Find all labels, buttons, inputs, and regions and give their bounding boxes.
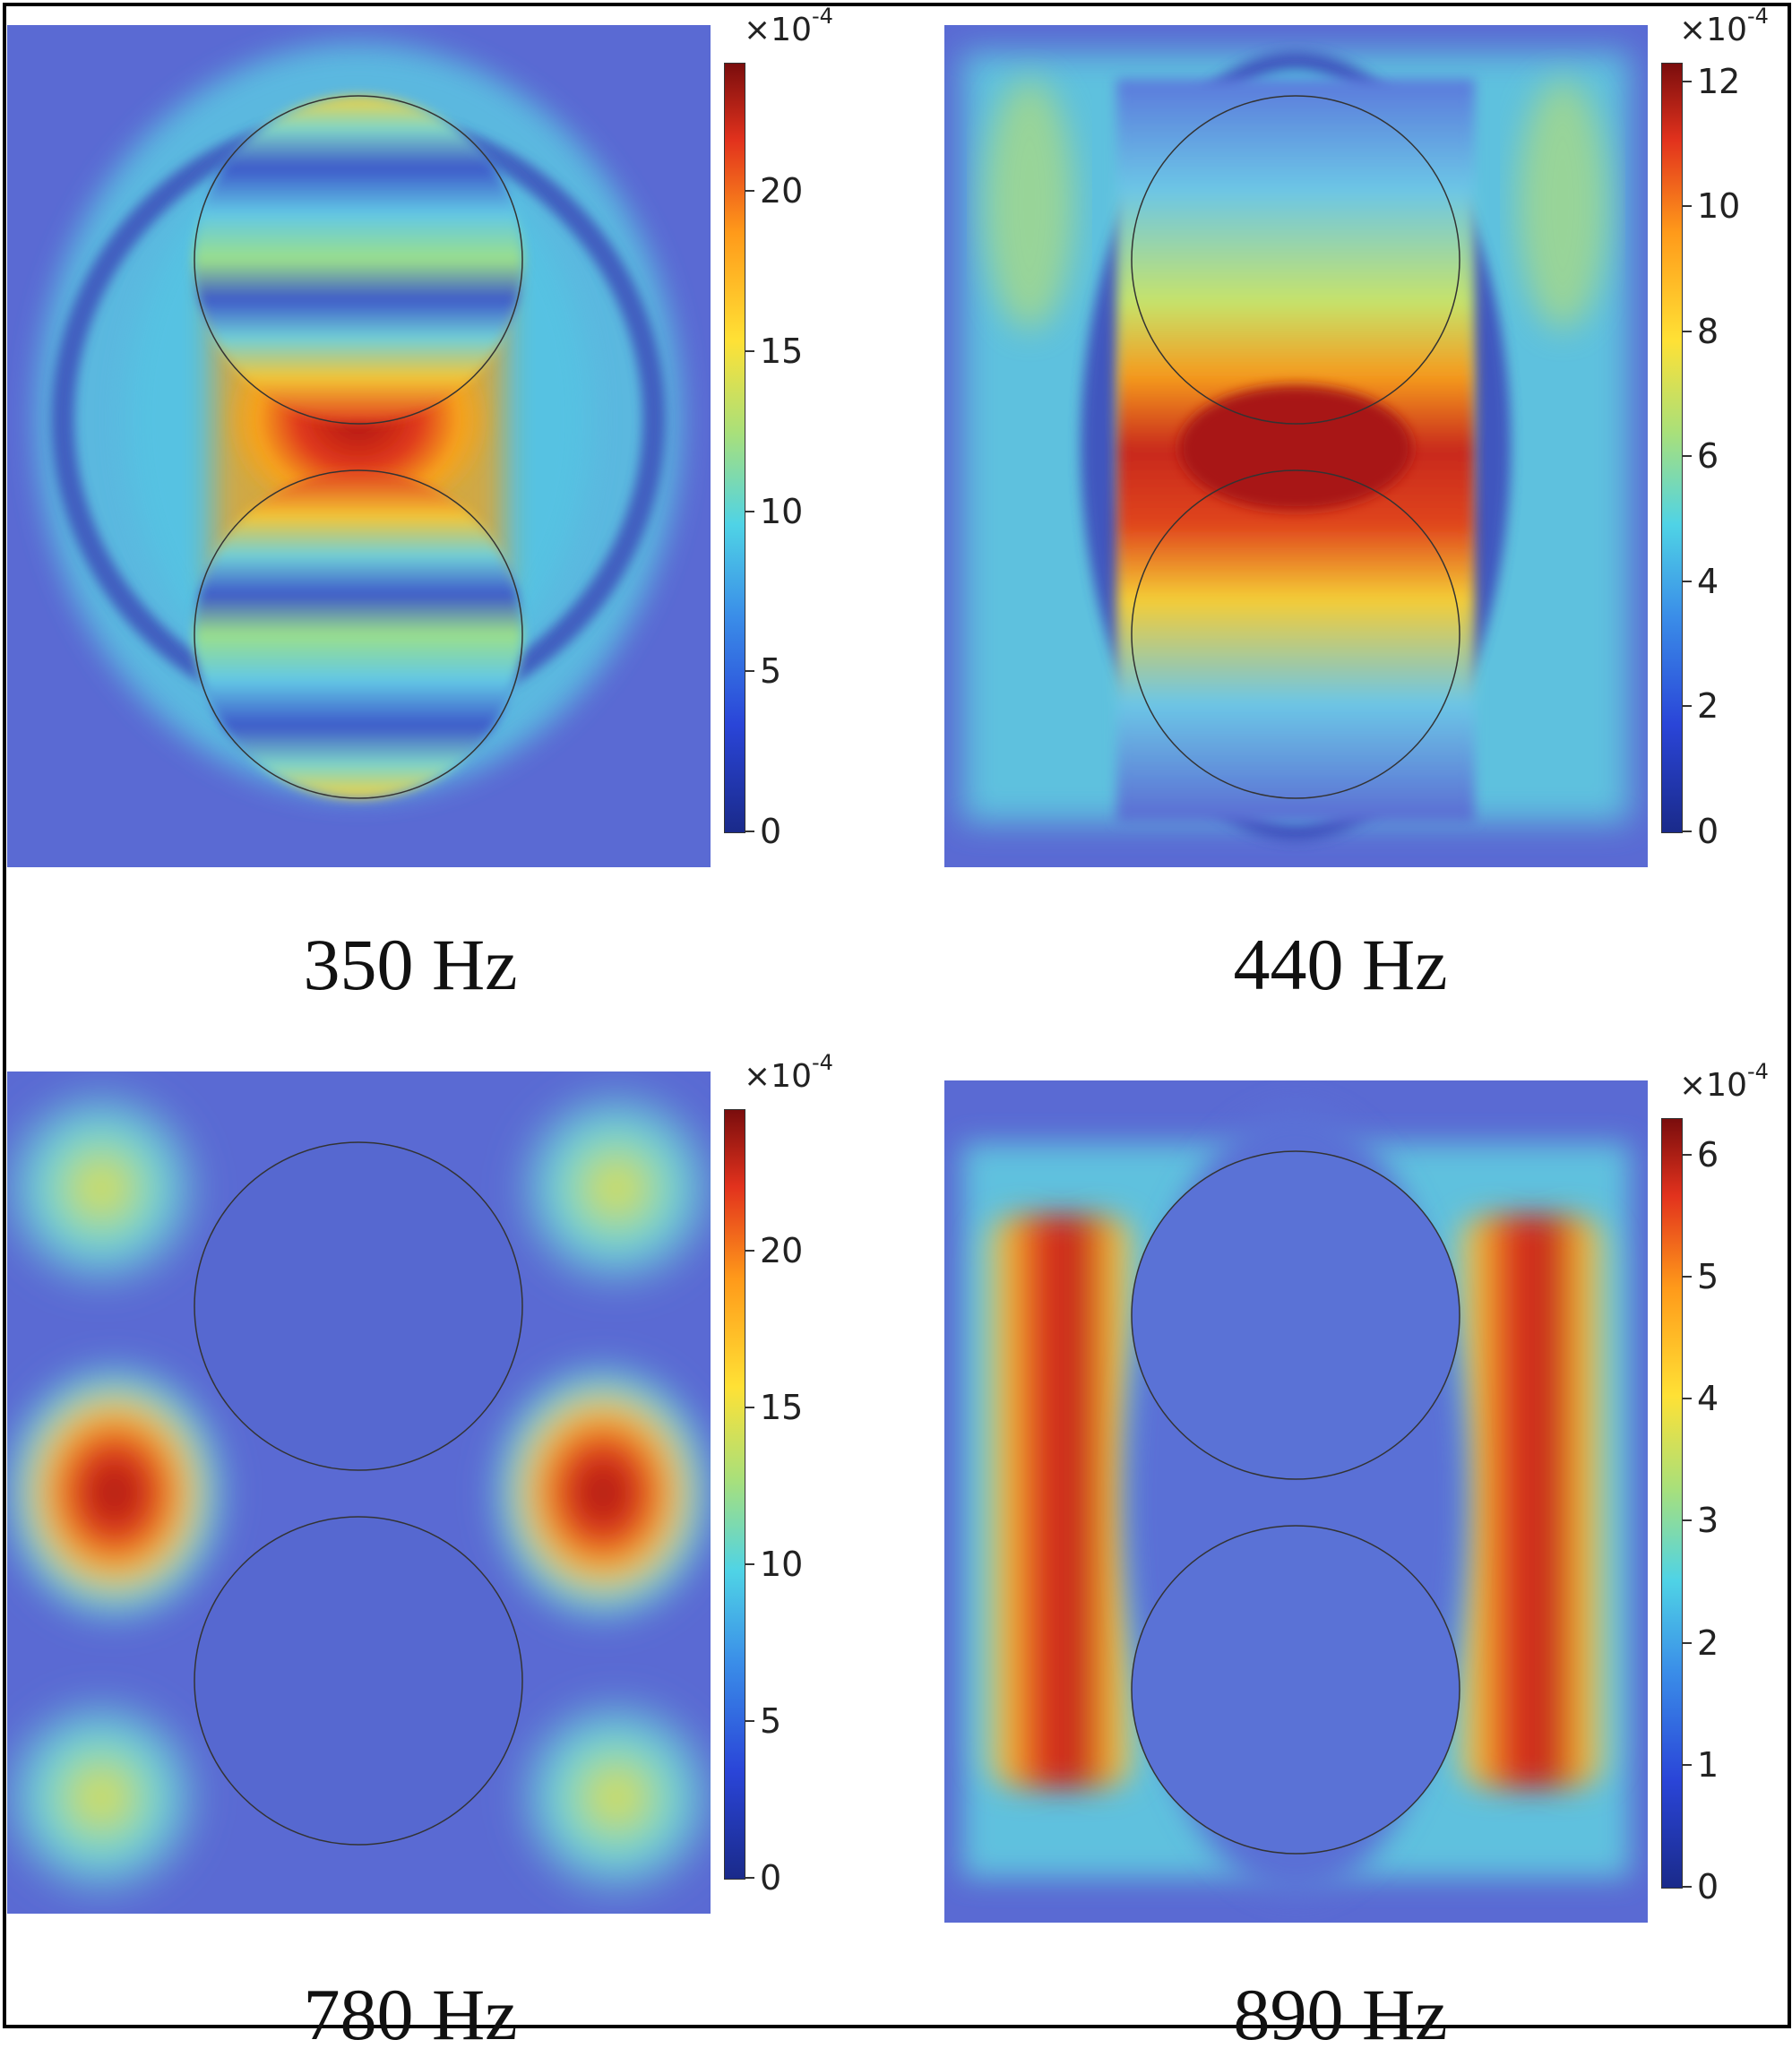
colorbar-tick xyxy=(745,349,754,352)
colorbar-tick-label: 2 xyxy=(1697,686,1719,727)
colorbar-tick xyxy=(1683,1153,1692,1156)
colorbar-tick xyxy=(1683,580,1692,582)
colorbar-tick-label: 0 xyxy=(760,1858,782,1898)
circle-boundary-top xyxy=(194,95,523,425)
colorbar-tick xyxy=(1683,831,1692,832)
circle-boundary-top xyxy=(1131,95,1460,425)
colorbar-multiplier: ×10-4 xyxy=(744,1050,833,1095)
panel-caption: 890 Hz xyxy=(1233,1974,1448,2055)
circle-boundary-bottom xyxy=(194,469,523,799)
colorbar xyxy=(724,63,745,833)
field-plot-350hz xyxy=(7,25,711,867)
panel-caption: 780 Hz xyxy=(303,1974,518,2055)
colorbar-tick xyxy=(1683,455,1692,458)
colorbar-tick xyxy=(745,831,754,832)
colorbar-tick-label: 15 xyxy=(760,1387,804,1427)
colorbar-tick-label: 5 xyxy=(1697,1257,1719,1297)
circle-boundary-top xyxy=(1131,1150,1460,1480)
colorbar-multiplier: ×10-4 xyxy=(744,4,833,48)
colorbar-tick xyxy=(745,1406,754,1408)
colorbar-tick-label: 0 xyxy=(760,812,782,851)
colorbar-tick-label: 3 xyxy=(1697,1501,1719,1541)
colorbar-tick-label: 15 xyxy=(760,331,804,371)
circle-boundary-bottom xyxy=(194,1516,523,1846)
colorbar-tick-label: 4 xyxy=(1697,561,1719,601)
colorbar-tick xyxy=(1683,205,1692,208)
panel-caption: 350 Hz xyxy=(303,924,518,1005)
colorbar-tick-label: 5 xyxy=(760,651,782,692)
colorbar-tick xyxy=(1683,80,1692,82)
colorbar-tick-label: 6 xyxy=(1697,436,1719,477)
colorbar-multiplier: ×10-4 xyxy=(1679,1059,1769,1104)
colorbar-tick xyxy=(745,1249,754,1252)
colorbar-tick-label: 5 xyxy=(760,1700,782,1741)
colorbar-tick-label: 0 xyxy=(1697,1867,1719,1906)
colorbar-tick xyxy=(745,190,754,192)
colorbar-tick-label: 10 xyxy=(760,491,804,531)
colorbar-tick xyxy=(745,1877,754,1879)
colorbar-tick xyxy=(745,670,754,673)
field-plot-440hz xyxy=(944,25,1648,867)
colorbar-tick-label: 10 xyxy=(760,1544,804,1584)
colorbar-tick xyxy=(1683,330,1692,332)
field-plot-780hz xyxy=(7,1072,711,1914)
panel-caption: 440 Hz xyxy=(1233,924,1448,1005)
colorbar-tick xyxy=(1683,1886,1692,1888)
colorbar-multiplier: ×10-4 xyxy=(1679,4,1769,48)
colorbar-tick-label: 4 xyxy=(1697,1379,1719,1419)
colorbar-tick xyxy=(1683,1641,1692,1644)
colorbar-tick-label: 6 xyxy=(1697,1134,1719,1175)
colorbar-tick-label: 10 xyxy=(1697,186,1741,227)
colorbar-tick xyxy=(1683,1519,1692,1522)
colorbar-tick-label: 1 xyxy=(1697,1744,1719,1785)
colorbar-tick xyxy=(1683,1763,1692,1766)
circle-boundary-top xyxy=(194,1141,523,1471)
colorbar-tick xyxy=(1683,705,1692,708)
colorbar xyxy=(1661,63,1683,833)
colorbar-tick xyxy=(745,1562,754,1565)
panel-440hz: ×10-4 440 Hz 0 2 4 6 8 10 12 xyxy=(944,4,1787,1011)
colorbar-tick-label: 2 xyxy=(1697,1622,1719,1663)
colorbar-tick xyxy=(1683,1276,1692,1278)
circle-boundary-bottom xyxy=(1131,469,1460,799)
colorbar-tick-label: 8 xyxy=(1697,311,1719,351)
colorbar xyxy=(1661,1118,1683,1889)
panel-780hz: ×10-4 780 Hz 0 5 10 15 20 xyxy=(7,1050,867,2055)
colorbar-tick-label: 0 xyxy=(1697,812,1719,851)
circle-boundary-bottom xyxy=(1131,1525,1460,1855)
colorbar-tick xyxy=(745,510,754,512)
colorbar-tick-label: 20 xyxy=(760,1230,804,1270)
panel-890hz: ×10-4 890 Hz 0 1 2 3 4 5 6 xyxy=(944,1059,1787,2055)
field-plot-890hz xyxy=(944,1080,1648,1923)
colorbar-tick-label: 12 xyxy=(1697,61,1741,101)
colorbar-tick xyxy=(745,1719,754,1722)
colorbar xyxy=(724,1109,745,1880)
colorbar-tick-label: 20 xyxy=(760,171,804,211)
panel-350hz: ×10-4 350 Hz 0 5 10 15 20 xyxy=(7,4,867,1011)
colorbar-tick xyxy=(1683,1398,1692,1400)
